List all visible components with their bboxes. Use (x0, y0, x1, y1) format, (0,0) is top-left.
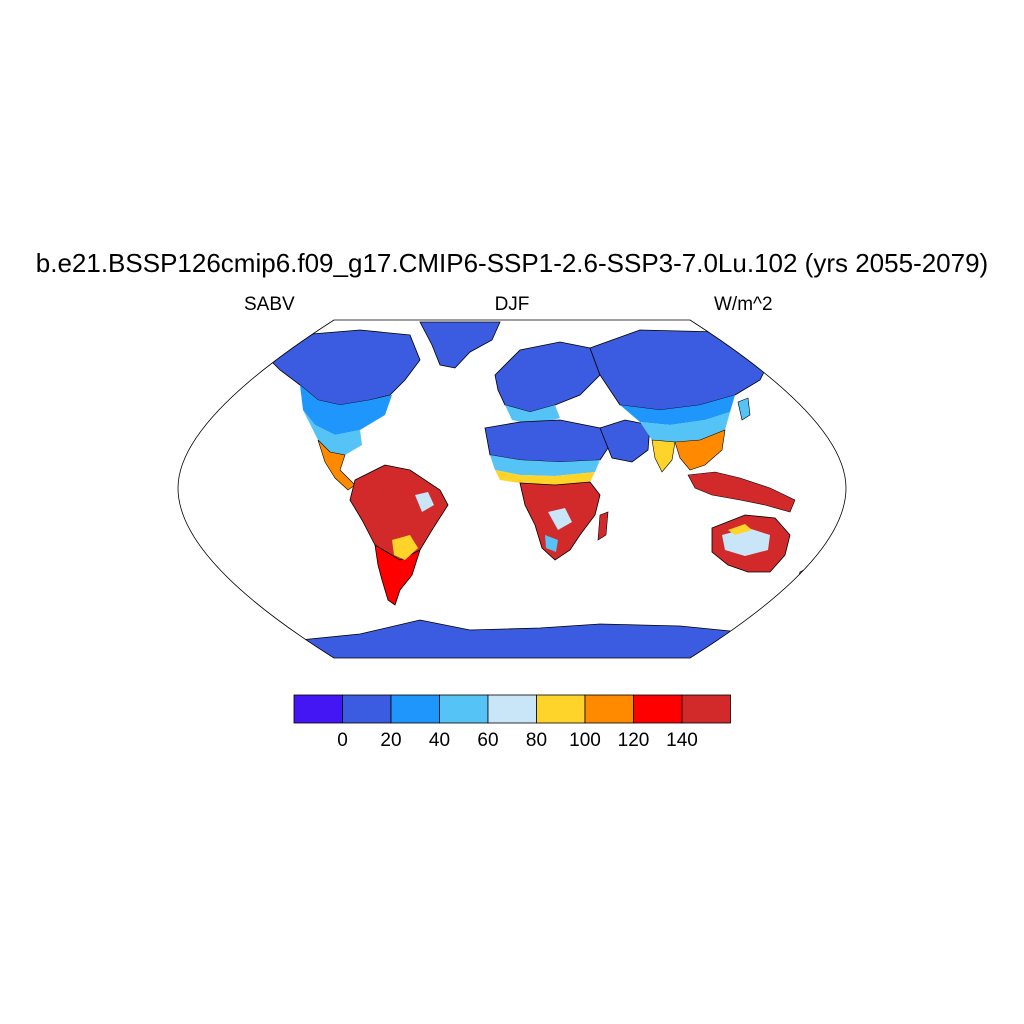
variable-label: SABV (244, 294, 295, 315)
colorbar-swatch (390, 694, 440, 724)
south-america-patch (392, 535, 418, 560)
africa-patch (548, 508, 572, 530)
season-label: DJF (494, 294, 530, 315)
north-america-south (303, 410, 362, 455)
colorbar-swatch (293, 694, 343, 724)
colorbar-tick-label: 60 (477, 730, 499, 751)
north-america-north (261, 329, 421, 406)
europe-region (494, 341, 601, 413)
europe-south (505, 405, 560, 425)
maritime-continent (687, 471, 796, 513)
colorbar-tick-label: 120 (617, 730, 650, 751)
madagascar (597, 511, 609, 541)
australia-interior (722, 528, 770, 556)
greenland-region (419, 321, 501, 369)
north-america-mid (300, 385, 392, 435)
asia-mid (620, 395, 735, 425)
colorbar-tick-label: 20 (380, 730, 402, 751)
colorbar-swatch (584, 694, 634, 724)
africa-sahara (484, 419, 611, 463)
india-region (651, 439, 676, 473)
colorbar-swatch (487, 694, 537, 724)
colorbar-swatch (681, 694, 731, 724)
map-title: b.e21.BSSP126cmip6.f09_g17.CMIP6-SSP1-2.… (35, 248, 989, 278)
japan-region (737, 397, 751, 421)
africa-patch-2 (545, 535, 558, 552)
units-label: W/m^2 (714, 294, 773, 315)
africa-sahel (490, 455, 600, 476)
colorbar-swatch (342, 694, 392, 724)
colorbar-tick-label: 140 (666, 730, 698, 751)
south-america-patch2 (415, 492, 434, 512)
land-regions (261, 321, 819, 658)
colorbar-tick-label: 0 (337, 730, 348, 751)
asia-north (589, 329, 771, 411)
colorbar-swatch (536, 694, 586, 724)
southeast-asia (674, 429, 726, 471)
globe-outline (177, 319, 847, 659)
colorbar-tick-label: 80 (525, 730, 548, 751)
antarctica-region (279, 619, 761, 658)
africa-sahel-2 (495, 470, 595, 485)
colorbar-swatch (633, 694, 683, 724)
colorbar-tick-label: 40 (428, 730, 451, 751)
colorbar-swatch (439, 694, 489, 724)
colorbar (293, 694, 731, 724)
south-america-tropics (349, 464, 449, 561)
australia-ring (728, 524, 752, 535)
asia-south (640, 412, 730, 442)
arabia-region (599, 419, 651, 463)
colorbar-tick-label: 100 (569, 730, 601, 751)
